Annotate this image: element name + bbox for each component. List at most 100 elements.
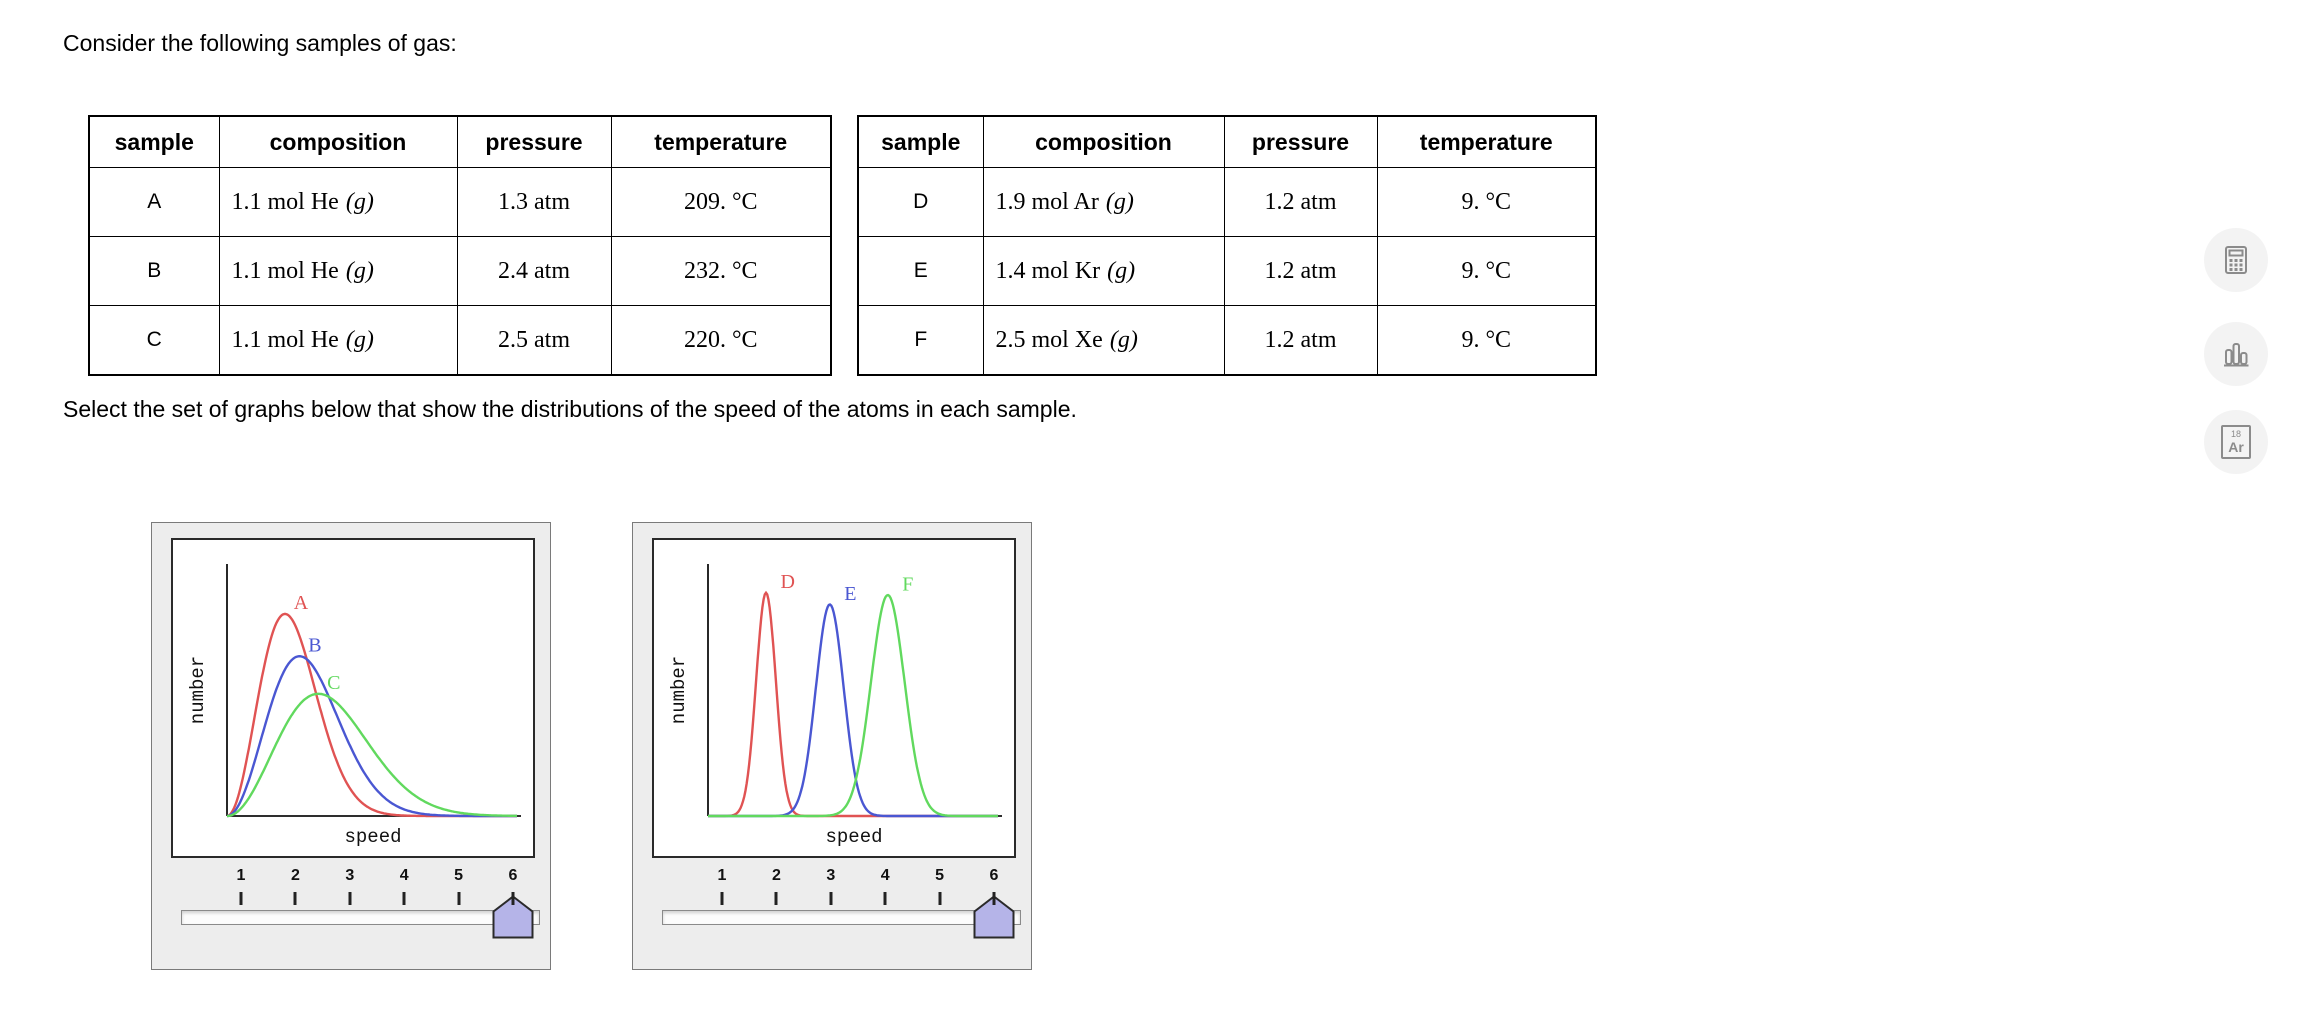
composition-cell: 1.1 mol He (g)	[218, 236, 458, 306]
curve-label-C: C	[327, 672, 340, 694]
table-row: D 1.9 mol Ar (g) 1.2 atm 9. °C	[857, 167, 1597, 237]
temperature-cell: 9. °C	[1376, 305, 1597, 376]
slider-tick-mark	[239, 892, 243, 905]
slider-tick-mark	[457, 892, 461, 905]
periodic-table-icon: 18 Ar	[2221, 425, 2251, 459]
state-symbol: (g)	[1107, 257, 1136, 284]
distribution-curve-D	[708, 590, 998, 818]
slider-handle[interactable]	[492, 895, 534, 939]
table-row: C 1.1 mol He (g) 2.5 atm 220. °C	[88, 305, 832, 376]
table-row: F 2.5 mol Xe (g) 1.2 atm 9. °C	[857, 305, 1597, 376]
pressure-cell: 1.3 atm	[456, 167, 612, 237]
temperature-cell: 232. °C	[610, 236, 832, 306]
pressure-cell: 1.2 atm	[1223, 167, 1378, 237]
curve-label-A: A	[294, 592, 309, 614]
curve-label-E: E	[844, 583, 856, 605]
slider-tick-label: 4	[880, 867, 890, 884]
slider-tick-label: 6	[508, 867, 518, 884]
composition-amount: 1.1 mol He	[231, 326, 339, 353]
question-prompt-text: Select the set of graphs below that show…	[63, 396, 1077, 422]
col-header-pressure: pressure	[1223, 115, 1378, 168]
answer-option-2[interactable]: D E F number speed 1 2 3 4 5 6	[632, 522, 1032, 970]
temperature-cell: 9. °C	[1376, 167, 1597, 237]
x-axis-label: speed	[344, 826, 401, 848]
sample-cell: D	[857, 167, 984, 237]
distribution-graph-2: D E F number speed	[652, 538, 1016, 858]
composition-cell: 1.4 mol Kr (g)	[982, 236, 1225, 306]
pressure-cell: 1.2 atm	[1223, 305, 1378, 376]
slider-tick-label: 5	[935, 867, 945, 884]
slider-tick-mark	[720, 892, 724, 905]
slider-tick-mark	[883, 892, 887, 905]
sample-cell: E	[857, 236, 984, 306]
col-header-sample: sample	[857, 115, 984, 168]
slider-tick-label: 4	[399, 867, 409, 884]
calculator-button[interactable]	[2204, 228, 2268, 292]
table-row: E 1.4 mol Kr (g) 1.2 atm 9. °C	[857, 236, 1597, 306]
pressure-cell: 2.4 atm	[456, 236, 612, 306]
pressure-cell: 2.5 atm	[456, 305, 612, 376]
sample-cell: C	[88, 305, 220, 376]
col-header-composition: composition	[218, 115, 458, 168]
slider-handle-shape	[492, 895, 534, 939]
slider-tick-label: 1	[236, 867, 246, 884]
slider-tick-mark	[293, 892, 297, 905]
state-symbol: (g)	[1109, 326, 1138, 353]
sample-cell: F	[857, 305, 984, 376]
slider-handle[interactable]	[973, 895, 1015, 939]
calculator-icon	[2225, 246, 2247, 274]
y-axis-label: number	[668, 656, 690, 724]
curve-label-D: D	[781, 571, 795, 593]
periodic-table-button[interactable]: 18 Ar	[2204, 410, 2268, 474]
slider-tick-mark	[992, 892, 996, 905]
curve-label-F: F	[902, 573, 913, 595]
element-symbol: Ar	[2228, 439, 2244, 455]
distribution-curve-E	[708, 603, 998, 818]
table-header-row: sample composition pressure temperature	[88, 115, 832, 168]
composition-amount: 1.4 mol Kr	[995, 257, 1101, 284]
composition-amount: 2.5 mol Xe	[995, 326, 1103, 353]
temperature-cell: 209. °C	[610, 167, 832, 237]
temperature-cell: 220. °C	[610, 305, 832, 376]
chart-tool-button[interactable]	[2204, 322, 2268, 386]
bar-chart-icon	[2224, 343, 2249, 367]
y-axis-label: number	[187, 656, 209, 724]
state-symbol: (g)	[1105, 188, 1134, 215]
slider-tick-label: 5	[454, 867, 464, 884]
x-axis-label: speed	[825, 826, 882, 848]
slider-track[interactable]	[181, 910, 540, 925]
slider-tick-mark	[829, 892, 833, 905]
state-symbol: (g)	[345, 188, 374, 215]
col-header-pressure: pressure	[456, 115, 612, 168]
distribution-curve-C	[226, 692, 518, 818]
curve-label-B: B	[308, 635, 321, 657]
slider-tick-label: 1	[717, 867, 727, 884]
temperature-cell: 9. °C	[1376, 236, 1597, 306]
composition-cell: 1.1 mol He (g)	[218, 167, 458, 237]
slider-tick-mark	[511, 892, 515, 905]
col-header-temperature: temperature	[1376, 115, 1597, 168]
distribution-curve-F	[708, 593, 998, 818]
pressure-cell: 1.2 atm	[1223, 236, 1378, 306]
slider-tick-label: 3	[345, 867, 355, 884]
composition-cell: 1.9 mol Ar (g)	[982, 167, 1225, 237]
col-header-sample: sample	[88, 115, 220, 168]
element-number: 18	[2230, 429, 2241, 439]
slider-track[interactable]	[662, 910, 1021, 925]
gas-samples-table-2: sample composition pressure temperature …	[857, 115, 1597, 376]
composition-amount: 1.1 mol He	[231, 188, 339, 215]
table-header-row: sample composition pressure temperature	[857, 115, 1597, 168]
composition-amount: 1.1 mol He	[231, 257, 339, 284]
question-intro-text: Consider the following samples of gas:	[63, 30, 457, 56]
slider-tick-mark	[938, 892, 942, 905]
sample-cell: B	[88, 236, 220, 306]
slider-handle-shape	[973, 895, 1015, 939]
state-symbol: (g)	[345, 257, 374, 284]
sample-cell: A	[88, 167, 220, 237]
composition-cell: 2.5 mol Xe (g)	[982, 305, 1225, 376]
gas-samples-table-1: sample composition pressure temperature …	[88, 115, 832, 376]
table-row: A 1.1 mol He (g) 1.3 atm 209. °C	[88, 167, 832, 237]
